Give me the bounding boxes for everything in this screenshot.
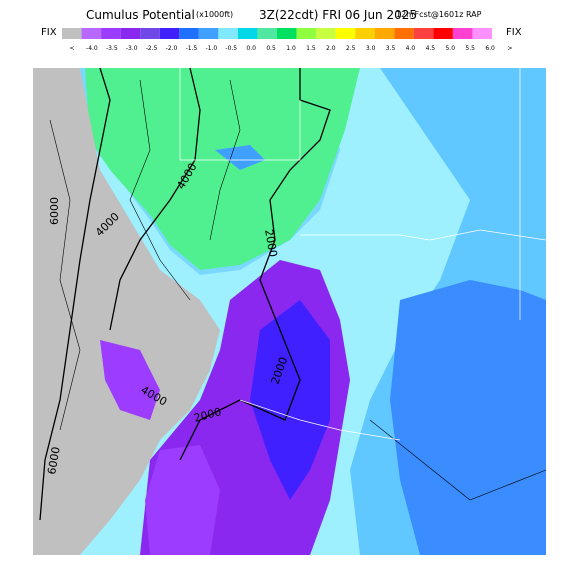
legend-label: 3.0 (366, 45, 376, 52)
color-swatch (374, 28, 395, 39)
legend-label: 0.0 (246, 45, 256, 52)
color-swatch (394, 28, 414, 39)
color-swatch (296, 28, 317, 39)
color-swatch (257, 28, 277, 39)
valid-time: 3Z(22cdt) FRI 06 Jun 2025 (259, 8, 417, 22)
color-swatch (140, 28, 160, 39)
legend-label: 5.5 (465, 45, 475, 52)
region-blue-se (390, 280, 546, 555)
color-swatch (237, 28, 258, 39)
color-swatch (316, 28, 336, 39)
color-swatch (179, 28, 199, 39)
legend-label: 0.5 (266, 45, 276, 52)
borders (179, 68, 547, 441)
legend-label: > (507, 45, 512, 52)
title: Cumulus Potential (86, 8, 195, 22)
fix-right: FIX (506, 27, 522, 38)
legend-label: < (69, 45, 74, 52)
color-swatch (62, 28, 82, 39)
fix-left: FIX (41, 27, 57, 38)
color-swatch (355, 28, 375, 39)
color-bar: < -4.0 -3.5 -3.0 -2.5 -2.0 -1.5 -1.0 -0.5 0.0 0.5 1… (62, 28, 513, 52)
legend-label: 1.5 (306, 45, 316, 52)
legend-label: 1.0 (286, 45, 296, 52)
legend-label: -1.0 (206, 45, 218, 52)
legend-label: -2.5 (146, 45, 158, 52)
legend-label: 4.5 (426, 45, 436, 52)
legend-label: -3.0 (126, 45, 138, 52)
forecast-info: 12hrFcst@1601z RAP (396, 10, 482, 19)
contour-label: 6000 (48, 197, 61, 225)
color-swatch (433, 28, 453, 39)
region-gray (33, 68, 220, 555)
region-green (85, 68, 360, 270)
legend-label: -4.0 (86, 45, 98, 52)
region-blue-deep (250, 300, 330, 500)
color-swatch (159, 28, 180, 39)
legend-label: 2.5 (346, 45, 356, 52)
region-purple-w (100, 340, 160, 420)
legend-label: -2.0 (166, 45, 178, 52)
region-blue-patch (215, 145, 265, 170)
map: 4000 6000 4000 2000 2000 4000 2000 6000 (33, 67, 547, 555)
legend-label: 4.0 (406, 45, 416, 52)
contours (39, 67, 331, 521)
color-swatch (335, 28, 356, 39)
legend-label: 2.0 (326, 45, 336, 52)
contour-label: 6000 (45, 446, 63, 476)
color-swatch (120, 28, 141, 39)
color-swatch (452, 28, 473, 39)
color-swatch (472, 28, 492, 39)
legend-label: -0.5 (225, 45, 237, 52)
legend-label: -3.5 (106, 45, 118, 52)
color-swatch (277, 28, 297, 39)
contour-label: 2000 (262, 228, 280, 258)
region-purple-s (145, 445, 220, 555)
units: (x1000ft) (196, 10, 233, 19)
color-swatch (198, 28, 219, 39)
color-swatch (413, 28, 434, 39)
color-swatch (101, 28, 121, 39)
legend-label: 6.0 (485, 45, 495, 52)
legend-label: 3.5 (386, 45, 396, 52)
legend-label: -1.5 (186, 45, 198, 52)
legend-label: 5.0 (445, 45, 455, 52)
color-swatch (218, 28, 238, 39)
color-swatch (81, 28, 102, 39)
